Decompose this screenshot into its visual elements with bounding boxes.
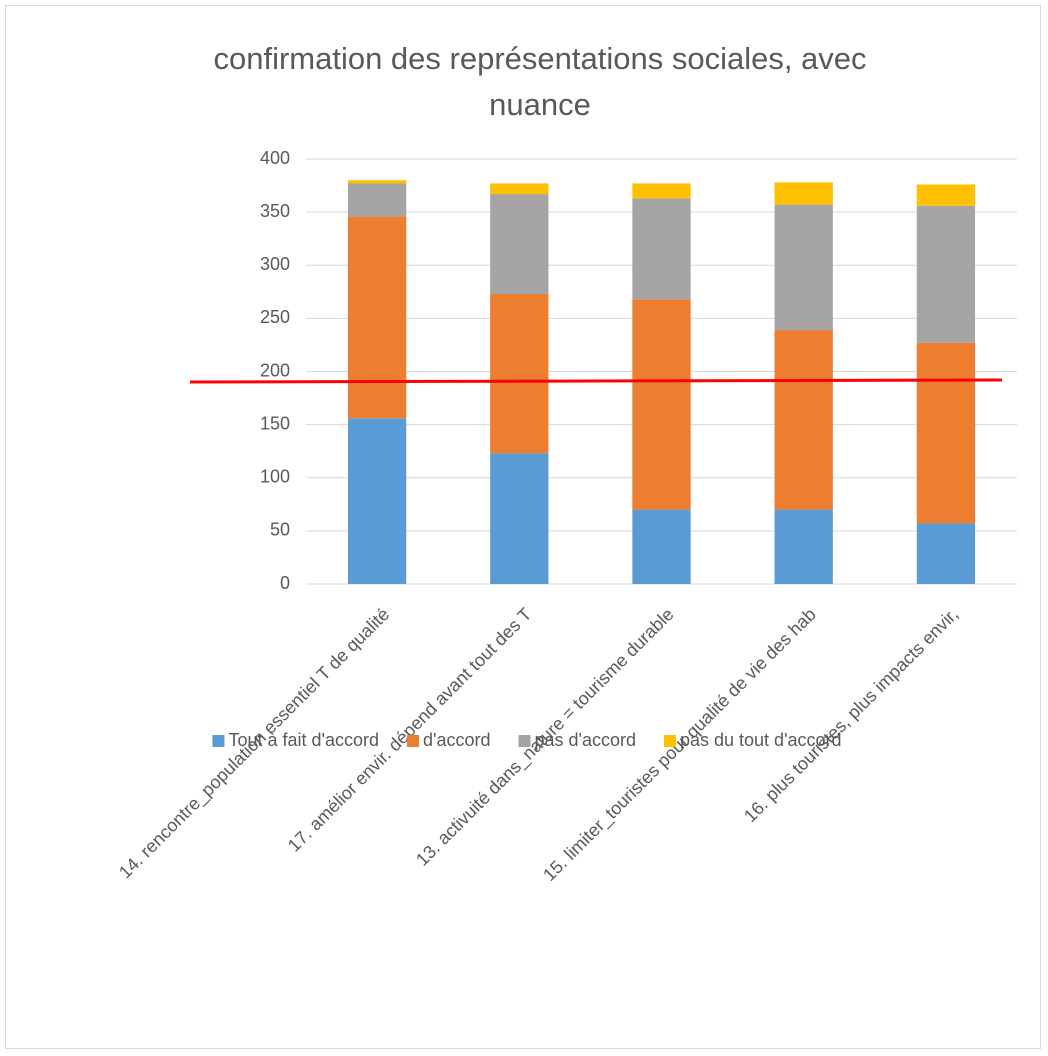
- y-tick-label: 150: [260, 413, 290, 433]
- bar-segment: [916, 184, 976, 206]
- legend-swatch: [212, 735, 225, 747]
- bar-segment: [916, 205, 976, 343]
- legend-label: pas d'accord: [534, 730, 636, 750]
- legend-swatch: [518, 735, 531, 747]
- legend-swatch: [663, 735, 676, 747]
- legend-label: pas du tout d'accord: [680, 730, 842, 750]
- bar-segment: [632, 509, 691, 584]
- legend-label: Tout à fait d'accord: [228, 730, 379, 750]
- bar-segment: [347, 216, 407, 419]
- bar-segment: [916, 342, 976, 524]
- bar-segment: [490, 453, 549, 584]
- bar-segment: [774, 330, 833, 510]
- legend-swatch: [407, 735, 419, 747]
- y-tick-label: 50: [270, 520, 290, 540]
- bar-segment: [490, 194, 549, 294]
- bar-segment: [347, 180, 407, 184]
- bar-segment: [774, 509, 833, 584]
- y-tick-label: 350: [260, 201, 290, 221]
- bar-segment: [916, 523, 976, 584]
- y-tick-label: 250: [260, 307, 290, 327]
- bar-segment: [774, 182, 833, 205]
- y-tick-label: 100: [260, 467, 290, 487]
- y-tick-label: 200: [260, 360, 290, 380]
- bar-segment: [632, 198, 691, 300]
- bar-segment: [490, 293, 549, 454]
- y-tick-label: 0: [280, 573, 290, 593]
- bar-segment: [774, 204, 833, 331]
- reference-line: [189, 378, 1003, 384]
- bar-segment: [347, 418, 407, 584]
- y-tick-label: 300: [260, 254, 290, 274]
- legend-label: d'accord: [423, 730, 490, 750]
- bar-segment: [347, 183, 407, 217]
- bar-segment: [632, 299, 691, 510]
- bar-segment: [490, 183, 549, 195]
- chart-title: confirmation des représentations sociale…: [213, 41, 867, 122]
- y-tick-label: 400: [260, 148, 290, 168]
- bar-segment: [632, 183, 691, 199]
